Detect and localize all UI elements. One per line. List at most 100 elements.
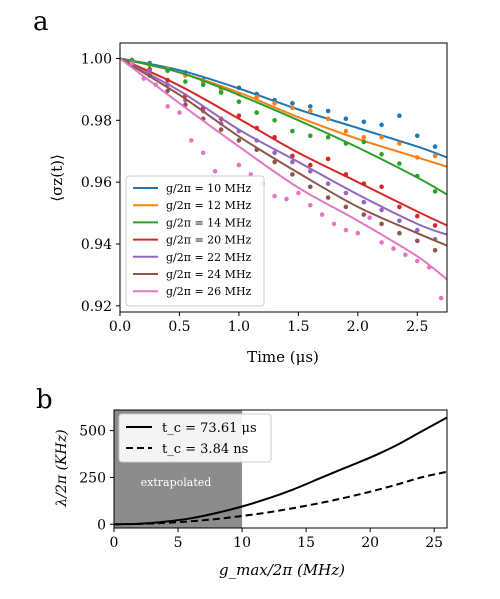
series-6-point [296,190,301,196]
panel-a-y-tick-label: 1.00 [81,51,112,67]
panel-b-y-tick-label: 0 [97,517,106,533]
panel-b-x-tick-label: 15 [297,535,315,551]
series-1-point [379,135,384,140]
series-2-point [308,133,313,139]
panel-a-y-tick-label: 0.96 [81,175,112,191]
series-6-point [379,240,384,245]
series-3-point [325,156,331,162]
series-6-point [415,258,420,264]
panel-a-x-tick-label: 2.5 [406,319,428,335]
series-5-point [415,238,420,244]
series-5-point [325,195,331,200]
series-1-point [308,108,313,114]
series-1-point [343,128,349,134]
panel-a-series-group [120,57,447,301]
panel-a-y-axis-label: ⟨σz(t)⟩ [48,154,66,202]
series-2-point [254,110,259,115]
series-3-point [397,204,402,210]
panel-a-x-tick-label: 1.5 [287,319,309,335]
series-1-point [272,101,277,106]
series-6-point [319,212,325,217]
series-6-point [367,215,373,220]
panel-b-series-0-line [113,416,448,526]
series-2-point [432,189,438,194]
series-5-point [343,204,349,210]
panel-a-x-tick-label: 1.0 [228,319,250,335]
series-2-point [236,99,242,104]
series-6-point [331,221,337,227]
series-0-point [432,144,438,149]
series-6-point [200,150,206,156]
series-6-point [438,295,444,301]
series-5-point [272,159,277,165]
series-2-point [361,139,367,145]
series-3-point [432,223,438,228]
panel-b-label: b [36,385,53,415]
panel-b-legend-label-0: t_c = 73.61 μs [162,421,257,436]
series-1-point [325,116,331,122]
series-1-fit-line [120,57,447,168]
series-1-point [432,153,438,159]
legend-label-4: g/2π = 22 MHz [166,251,252,264]
panel-b-legend-box [118,413,272,463]
series-2-point [218,90,224,95]
series-3-point [236,113,242,118]
series-5-point [308,184,313,190]
panel-b-x-tick-label: 5 [174,535,183,551]
panel-b-y-axis-label: λ/2π (KHz) [54,429,70,507]
series-6-point [391,246,396,251]
panel-b-x-axis-label: g_max/2π (MHz) [219,561,345,579]
panel-a-y-tick-label: 0.98 [81,113,112,129]
series-4-fit-line [120,57,447,236]
panel-b-x-tick-label: 10 [233,535,251,551]
panel-b-axes-frame [113,409,448,529]
series-4-point [325,181,331,186]
series-2-point [325,135,331,140]
legend-label-6: g/2π = 26 MHz [166,285,252,298]
series-6-fit-line [120,57,447,281]
series-5-point [165,88,170,94]
series-0-point [361,119,367,125]
series-4-point [272,150,277,156]
series-4-point [343,190,349,196]
series-5-point [432,247,438,253]
series-0-point [325,108,331,114]
series-0-point [379,122,384,128]
series-2-point [272,118,277,123]
series-5-fit-line [120,57,447,247]
series-5-point [236,138,242,143]
series-6-point [343,227,349,233]
panel-b-y-tick-label: 250 [79,470,106,486]
series-6-point [284,196,289,202]
series-5-point [361,212,367,217]
legend-label-2: g/2π = 14 MHz [166,216,252,229]
panel-a-legend: g/2π = 10 MHz g/2π = 12 MHz g/2π = 14 MHz g… [125,175,265,307]
series-4-point [415,227,420,233]
panel-b-x-tick-label: 20 [361,535,379,551]
panel-a-x-tick-label: 0.5 [168,319,190,335]
series-6-point [189,138,194,143]
legend-label-3: g/2π = 20 MHz [166,234,252,247]
panel-b-legend: t_c = 73.61 μs t_c = 3.84 ns [118,413,272,463]
series-0-point [290,101,295,106]
series-3-point [308,162,313,168]
panel-b-x-tick-label: 25 [425,535,443,551]
series-0-point [397,113,402,118]
panel-b-series-1-line [113,470,448,526]
legend-label-5: g/2π = 24 MHz [166,268,252,281]
series-2-point [397,161,402,166]
series-0-point [415,133,420,139]
panel-a-ticks: 0.0 0.5 1.0 1.5 2.0 2.5 0.92 0.94 0.96 0.98 1.00 [81,51,429,335]
series-6-point [236,162,242,168]
legend-label-1: g/2π = 12 MHz [166,199,252,212]
panel-a-x-axis-label: Time (μs) [247,348,319,366]
series-4-point [147,68,152,74]
series-2-point [290,128,295,134]
series-4-point [290,159,295,165]
series-5-point [379,221,384,227]
panel-a-axes-frame [119,42,448,313]
series-6-point [129,60,135,66]
series-2-point [183,79,188,84]
